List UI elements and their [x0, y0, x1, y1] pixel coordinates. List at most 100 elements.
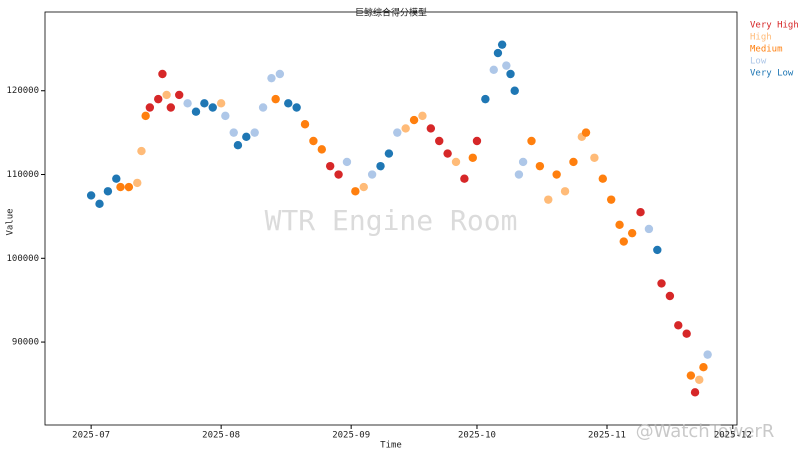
point	[510, 86, 519, 95]
point	[359, 182, 368, 192]
point	[401, 124, 410, 133]
x-tick-label: 2025-10	[458, 431, 496, 441]
point	[95, 199, 104, 209]
point	[468, 153, 477, 162]
point	[527, 136, 536, 146]
point	[351, 187, 360, 196]
point	[86, 191, 96, 200]
point	[493, 48, 503, 58]
point	[581, 128, 591, 137]
legend-entry: Low	[750, 57, 767, 67]
point	[300, 120, 310, 129]
point	[653, 245, 662, 255]
point	[242, 132, 251, 142]
point	[292, 103, 301, 112]
point	[233, 140, 243, 150]
point	[514, 170, 524, 179]
point	[376, 161, 385, 171]
point	[183, 99, 192, 108]
point	[309, 136, 318, 146]
point	[472, 136, 482, 146]
x-tick-label: 2025-08	[202, 431, 240, 441]
point	[674, 321, 683, 330]
point	[158, 69, 167, 79]
point	[699, 362, 708, 372]
point	[325, 161, 335, 171]
point	[216, 99, 226, 108]
point	[275, 69, 285, 79]
point	[200, 99, 209, 108]
point	[191, 107, 201, 116]
point	[141, 111, 150, 121]
point	[502, 61, 511, 70]
legend-entry: High	[750, 33, 772, 43]
point	[112, 174, 121, 183]
point	[682, 329, 691, 338]
point	[443, 149, 452, 158]
legend-entry: Very High	[750, 21, 799, 31]
y-tick-label: 100000	[6, 254, 39, 264]
point	[137, 146, 146, 156]
point	[221, 111, 230, 121]
point	[460, 174, 469, 183]
watermark: WTR Engine Room	[265, 204, 518, 237]
point	[342, 157, 352, 167]
point	[518, 157, 528, 167]
point	[451, 157, 461, 167]
y-tick-label: 90000	[12, 338, 39, 348]
point	[598, 174, 607, 183]
point	[435, 136, 444, 146]
point	[560, 187, 570, 196]
legend-entry: Medium	[750, 45, 783, 55]
point	[418, 111, 427, 121]
x-axis-label: Time	[380, 441, 402, 451]
point	[393, 128, 402, 137]
point	[384, 149, 394, 158]
point	[703, 350, 712, 359]
y-tick-label: 120000	[6, 86, 39, 96]
points	[86, 40, 712, 397]
point	[636, 208, 645, 217]
point	[627, 228, 637, 238]
point	[154, 94, 163, 104]
point	[619, 237, 628, 246]
point	[590, 153, 599, 162]
plot-frame	[44, 11, 738, 426]
point	[644, 224, 654, 234]
point	[690, 388, 700, 397]
point	[695, 375, 704, 384]
watermark-handle: @WatchTowerR	[636, 421, 775, 442]
point	[367, 170, 377, 179]
point	[535, 161, 545, 171]
point	[615, 220, 624, 229]
point	[284, 99, 293, 108]
point	[271, 94, 280, 104]
point	[162, 90, 171, 100]
point	[489, 65, 498, 75]
point	[334, 170, 343, 179]
legend-entry: Very Low	[750, 69, 794, 79]
chart-title: 巨鲸综合得分模型	[355, 7, 427, 19]
point	[544, 195, 553, 204]
point	[506, 69, 515, 79]
point	[426, 124, 436, 133]
x-tick-label: 2025-11	[588, 431, 626, 441]
point	[166, 103, 176, 112]
point	[606, 195, 616, 204]
point	[229, 128, 238, 137]
point	[145, 103, 155, 112]
point	[409, 115, 419, 125]
point	[250, 128, 259, 137]
point	[552, 170, 561, 179]
point	[657, 279, 666, 288]
point	[124, 182, 134, 192]
y-tick-label: 110000	[6, 170, 39, 180]
point	[258, 103, 268, 112]
x-tick-label: 2025-07	[72, 431, 110, 441]
x-tick-label: 2025-09	[332, 431, 370, 441]
point	[481, 94, 490, 104]
point	[569, 157, 578, 167]
point	[317, 145, 326, 154]
point	[686, 371, 696, 380]
